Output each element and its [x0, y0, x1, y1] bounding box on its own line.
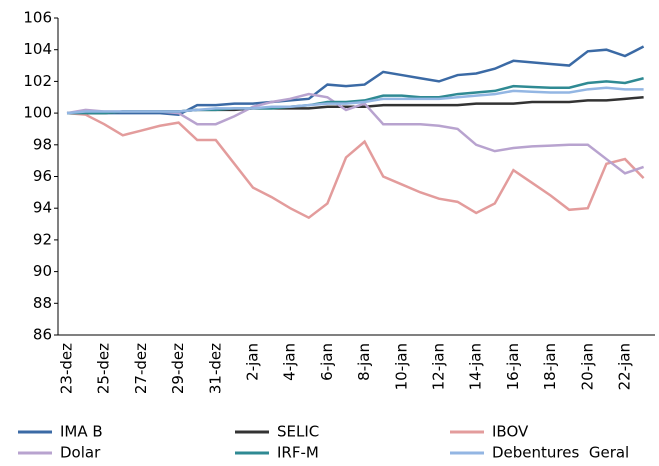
x-tick-label: 2-jan [244, 343, 262, 381]
y-tick-label: 94 [33, 199, 52, 217]
legend-label: SELIC [277, 423, 319, 441]
x-tick-label: 22-jan [616, 343, 634, 390]
series-line [66, 92, 645, 175]
x-tick-label: 8-jan [355, 343, 373, 381]
legend-label: Dolar [60, 444, 101, 462]
y-tick-label: 88 [33, 294, 52, 312]
series-line [66, 111, 645, 220]
x-tick-label: 29-dez [169, 343, 187, 394]
y-tick-label: 106 [23, 9, 52, 27]
series-line [66, 86, 644, 115]
legend-label: IRF-M [277, 444, 319, 462]
x-tick-label: 14-jan [467, 343, 485, 390]
x-tick-label: 16-jan [504, 343, 522, 390]
y-tick-label: 96 [33, 167, 52, 185]
x-tick-label: 10-jan [392, 343, 410, 390]
x-tick-label: 12-jan [430, 343, 448, 390]
y-tick-label: 86 [33, 326, 52, 344]
y-tick-label: 104 [23, 40, 52, 58]
legend-label: IBOV [492, 423, 529, 441]
x-tick-label: 23-dez [58, 343, 76, 394]
x-tick-label: 31-dez [206, 343, 224, 394]
legend-label: Debentures Geral [492, 444, 629, 462]
x-tick-label: 25-dez [95, 343, 113, 394]
y-tick-label: 92 [33, 230, 52, 248]
x-tick-label: 27-dez [132, 343, 150, 394]
y-tick-label: 102 [23, 72, 52, 90]
series-line [67, 45, 645, 116]
x-tick-label: 6-jan [318, 343, 336, 381]
y-tick-label: 90 [33, 262, 52, 280]
legend-label: IMA B [60, 423, 103, 441]
y-tick-label: 100 [23, 104, 52, 122]
x-tick-label: 20-jan [578, 343, 596, 390]
x-tick-label: 18-jan [541, 343, 559, 390]
x-tick-label: 4-jan [281, 343, 299, 381]
y-tick-label: 98 [33, 135, 52, 153]
